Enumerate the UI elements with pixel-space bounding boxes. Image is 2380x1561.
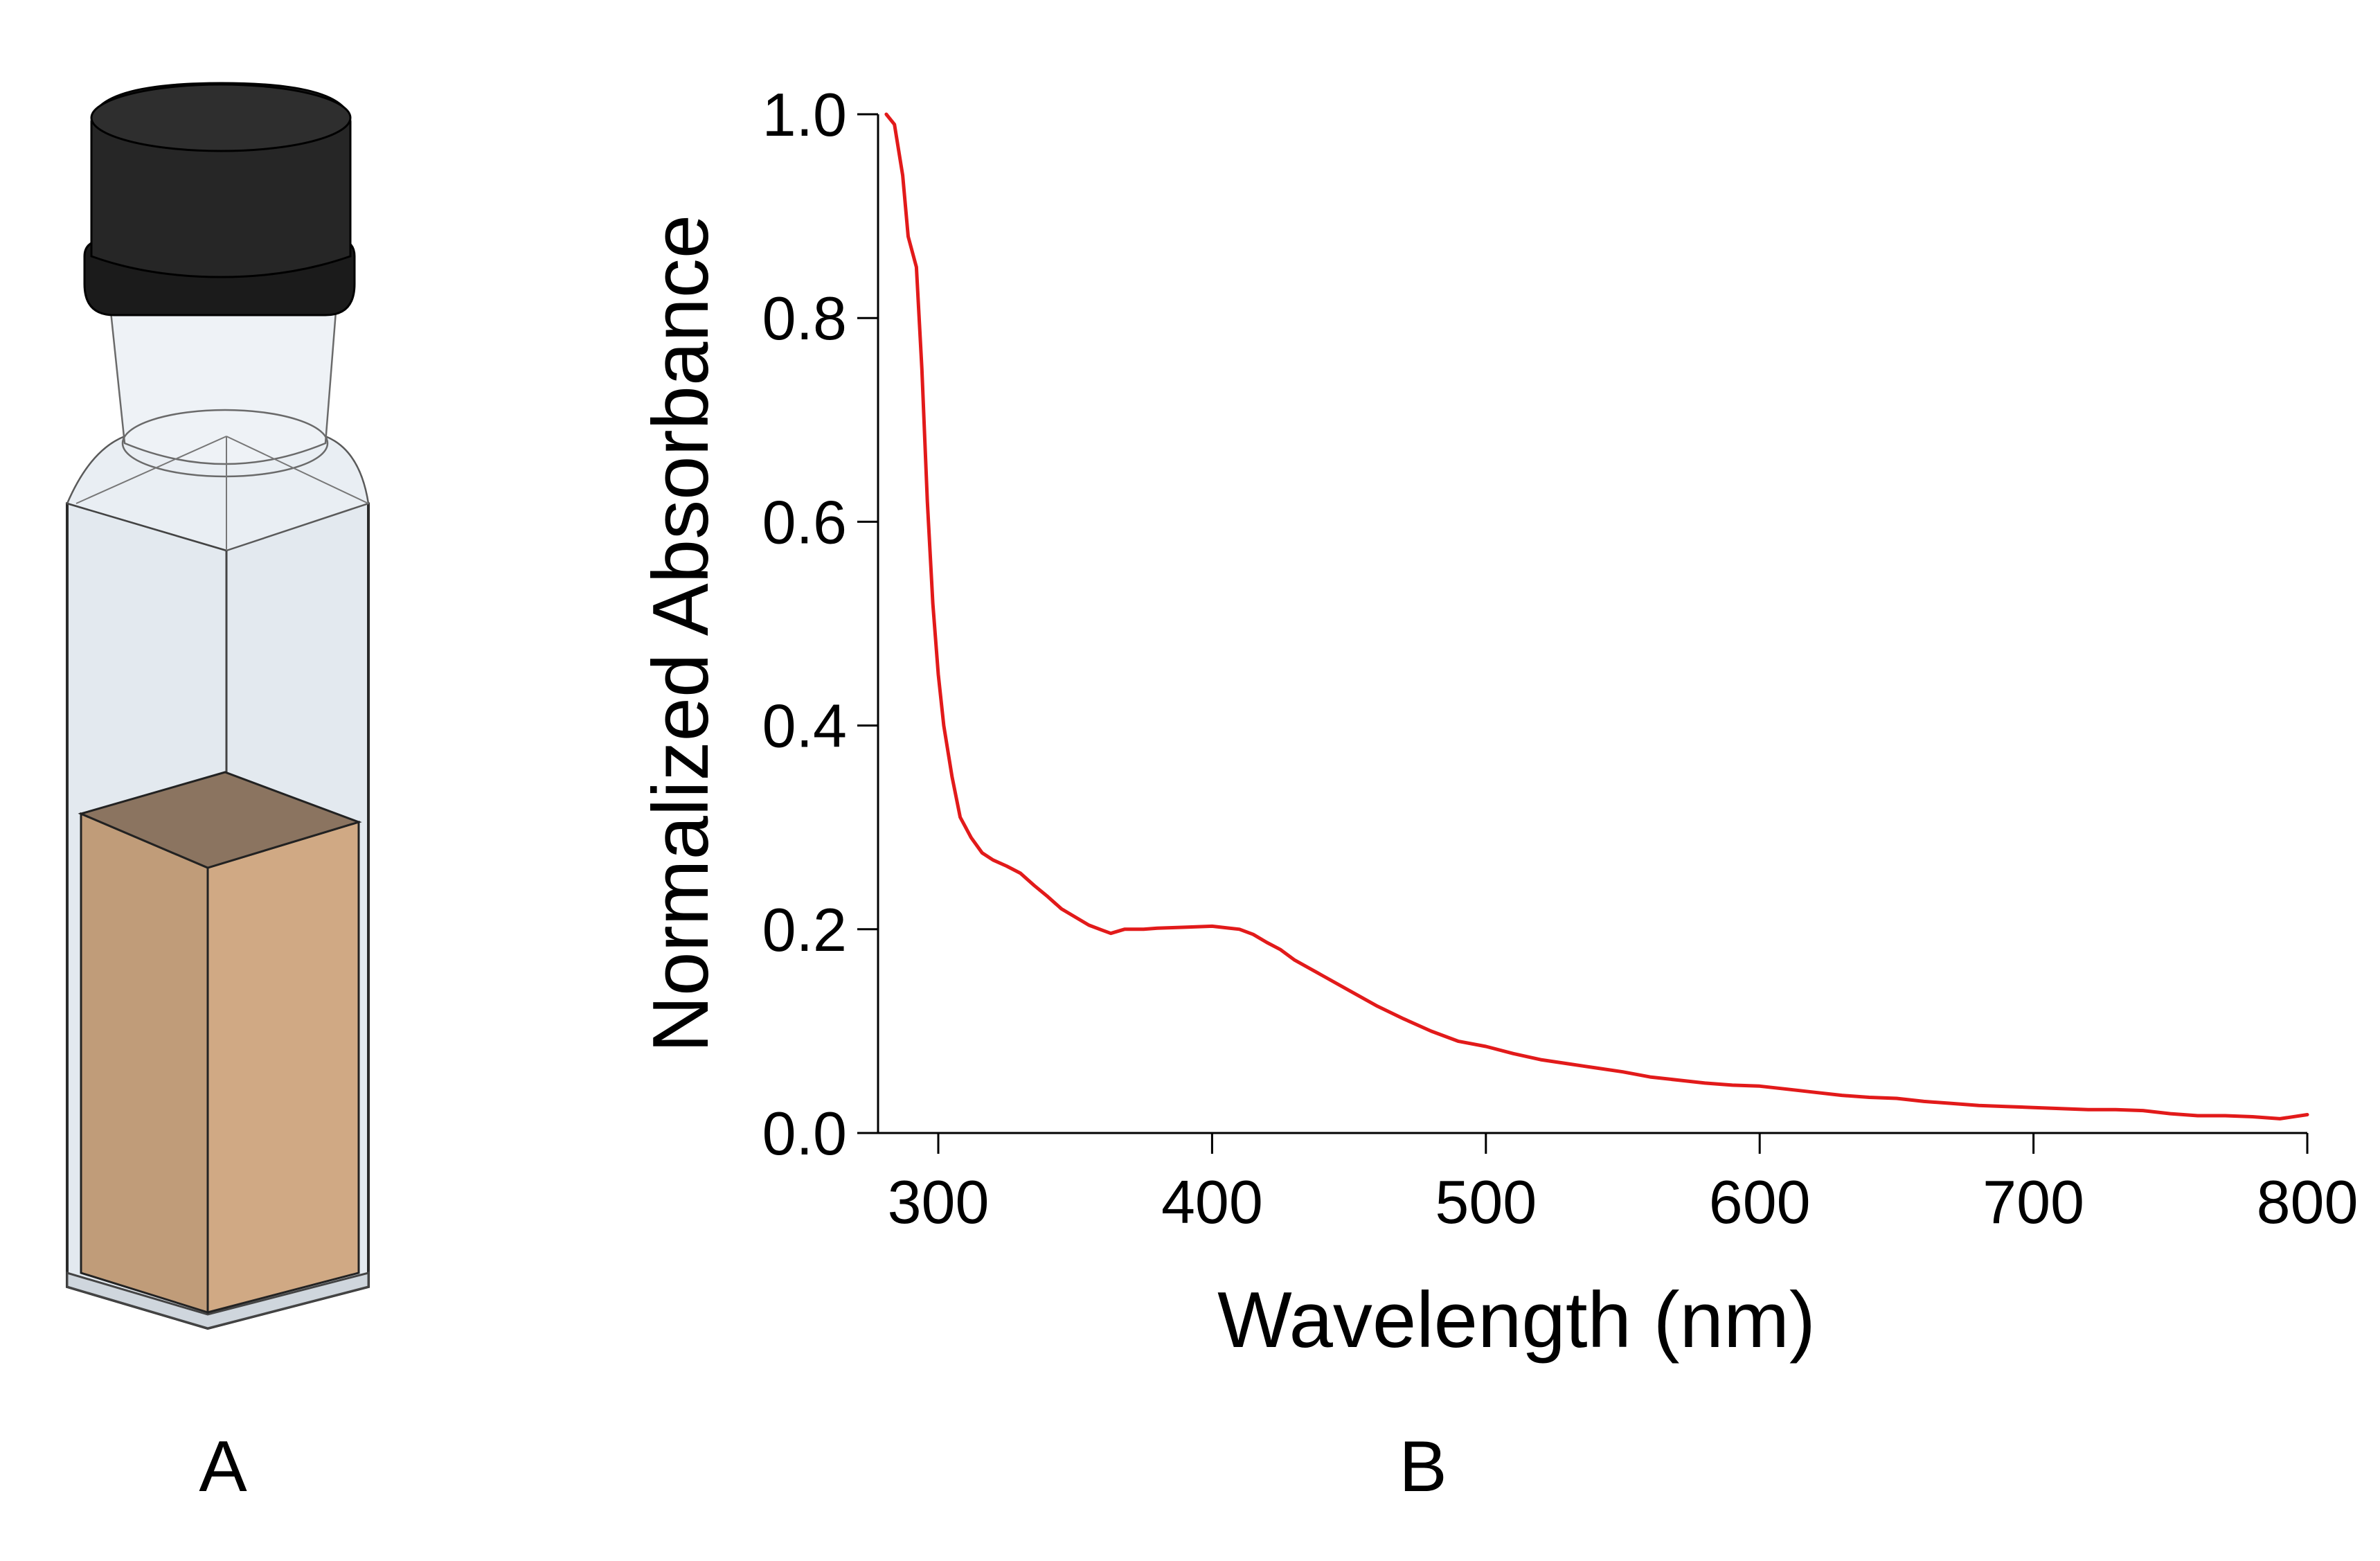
- y-tick-label: 0.6: [762, 488, 847, 556]
- y-tick-label: 0.0: [762, 1099, 847, 1168]
- x-tick-label: 400: [1161, 1168, 1263, 1236]
- x-ticks: 300 400 500 600 700 800: [888, 1133, 2359, 1236]
- cuvette-base: [66, 1271, 370, 1330]
- cap-top: [90, 83, 352, 152]
- x-tick-label: 700: [1983, 1168, 2084, 1236]
- x-tick-label: 500: [1435, 1168, 1537, 1236]
- x-tick-label: 300: [888, 1168, 990, 1236]
- panel-label-b: B: [1399, 1427, 1447, 1507]
- y-tick-label: 0.2: [762, 895, 847, 964]
- absorbance-series-line: [884, 112, 2309, 1121]
- liquid-right-face: [206, 820, 360, 1314]
- cuvette-edge-back-left: [75, 436, 227, 504]
- cuvette-edge-left: [66, 502, 227, 552]
- panel-label-a: A: [199, 1427, 247, 1507]
- y-tick-label: 0.8: [762, 284, 847, 353]
- x-tick-label: 800: [2257, 1168, 2359, 1236]
- y-tick-label: 1.0: [762, 80, 847, 149]
- cuvette-edge-back-right: [226, 436, 369, 504]
- absorbance-chart: 300 400 500 600 700 800 0.0 0.2 0.4 0.6 0.8 1.0 Wa…: [637, 80, 2358, 1364]
- y-tick-label: 0.4: [762, 692, 847, 760]
- y-ticks: 0.0 0.2 0.4 0.6 0.8 1.0: [762, 80, 878, 1168]
- x-tick-label: 600: [1709, 1168, 1811, 1236]
- cuvette-neck: [109, 310, 337, 465]
- cuvette-illustration: [66, 82, 370, 1330]
- x-axis-title: Wavelength (nm): [1217, 1276, 1816, 1364]
- liquid-top-face: [78, 771, 362, 869]
- y-axis-title: Normalized Absorbance: [637, 215, 725, 1053]
- cuvette-neck-ring: [121, 409, 329, 478]
- liquid-left-face: [80, 812, 209, 1314]
